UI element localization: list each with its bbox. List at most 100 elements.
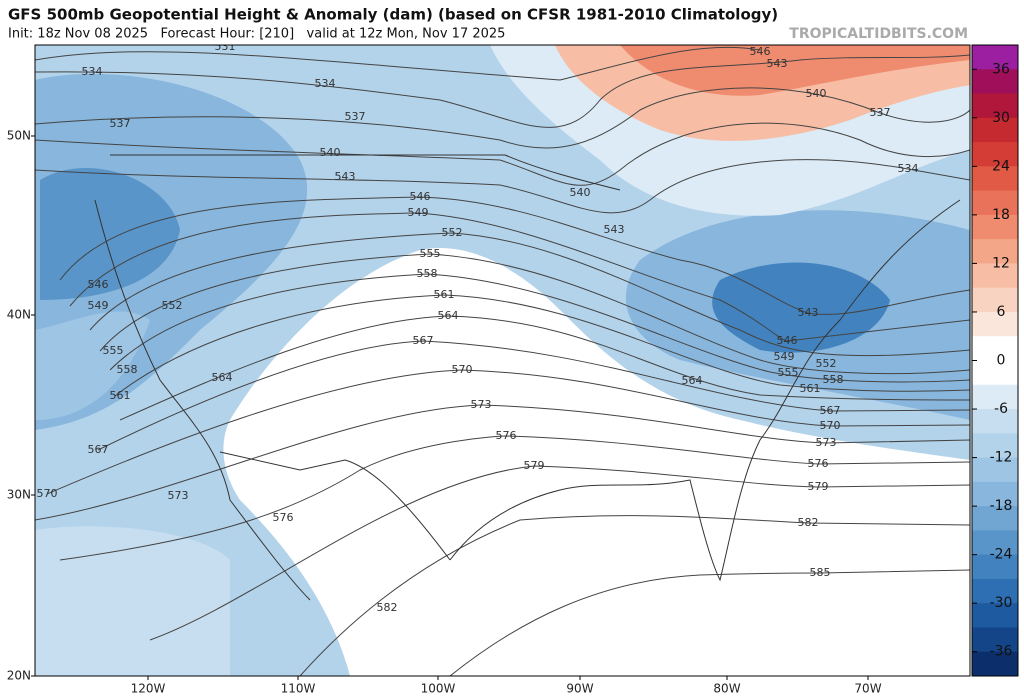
contour-label: 561 xyxy=(110,389,131,402)
anomaly-shading xyxy=(712,262,890,353)
colorbar-segment xyxy=(972,336,1018,361)
contour-label: 576 xyxy=(273,511,294,524)
contour-line xyxy=(35,54,970,128)
colorbar-segment xyxy=(972,578,1018,604)
coastline xyxy=(449,199,961,582)
anomaly-shading xyxy=(35,526,230,676)
contour-line xyxy=(449,569,970,676)
colorbar-segment xyxy=(972,384,1018,410)
colorbar-segment xyxy=(972,651,1018,677)
colorbar-segment xyxy=(972,554,1018,580)
map-frame xyxy=(34,44,971,677)
colorbar-tick-label: 6 xyxy=(997,304,1006,320)
colorbar: 36 30 24 18 12 6 0 -6 -12 -18 -24 -30 -36 xyxy=(971,44,1019,677)
colorbar-segment xyxy=(972,481,1018,507)
contour-line xyxy=(69,212,970,342)
colorbar-tick-label: 12 xyxy=(992,255,1010,271)
contour-label: 552 xyxy=(816,357,837,370)
contour-line xyxy=(35,122,970,186)
contour-label: 543 xyxy=(767,57,788,70)
contour-label: 582 xyxy=(798,516,819,529)
contour-label: 537 xyxy=(345,110,366,123)
contour-label: 534 xyxy=(898,162,919,175)
colorbar-segment xyxy=(972,117,1018,143)
contour-label: 570 xyxy=(820,419,841,432)
contour-label: 546 xyxy=(88,278,109,291)
contour-label: 576 xyxy=(808,457,829,470)
contour-label: 567 xyxy=(820,404,841,417)
colorbar-tick-label: 18 xyxy=(992,207,1010,223)
colorbar-segment xyxy=(972,287,1018,313)
contour-line xyxy=(89,232,970,357)
contour-label: 531 xyxy=(215,40,236,53)
contour-label: 576 xyxy=(496,429,517,442)
contour-label: 552 xyxy=(162,299,183,312)
coastline xyxy=(94,199,311,601)
contour-line xyxy=(35,87,970,149)
contour-label: 582 xyxy=(377,601,398,614)
borders xyxy=(94,154,961,601)
latitude-label: 30N xyxy=(7,488,31,502)
neutral-region xyxy=(223,248,970,676)
contour-label: 549 xyxy=(408,206,429,219)
longitude-label: 90W xyxy=(566,682,593,696)
contour-label: 579 xyxy=(808,480,829,493)
contour-label: 567 xyxy=(88,443,109,456)
colorbar-segment xyxy=(972,239,1018,264)
colorbar-segment xyxy=(972,190,1018,216)
colorbar-segment xyxy=(972,360,1018,386)
colorbar-segment xyxy=(972,142,1018,167)
title: GFS 500mb Geopotential Height & Anomaly … xyxy=(8,6,778,24)
colorbar-segment xyxy=(972,93,1018,119)
contour-line xyxy=(59,196,970,315)
colorbar-segment xyxy=(972,45,1018,70)
colorbar-segment xyxy=(972,409,1018,434)
colorbar-segment xyxy=(972,457,1018,483)
subtitle: Init: 18z Nov 08 2025 Forecast Hour: [21… xyxy=(8,27,505,42)
colorbar-tick-label: -24 xyxy=(990,547,1013,563)
contour-label: 549 xyxy=(774,350,795,363)
colorbar-tick-label: -12 xyxy=(990,450,1013,466)
contour-line xyxy=(99,253,970,375)
contour-label: 564 xyxy=(212,371,233,384)
colorbar-segment xyxy=(972,263,1018,289)
colorbar-segment xyxy=(972,214,1018,240)
contour-label: 564 xyxy=(682,374,703,387)
colorbar-tick-label: 24 xyxy=(992,158,1010,174)
contour-line xyxy=(35,404,970,521)
contour-line xyxy=(35,46,761,81)
contour-label: 540 xyxy=(570,186,591,199)
contour-line xyxy=(35,159,970,214)
contour-line xyxy=(59,435,970,561)
longitude-label: 110W xyxy=(281,682,316,696)
longitude-label: 80W xyxy=(713,682,740,696)
contour-label: 546 xyxy=(410,190,431,203)
colorbar-segment xyxy=(972,627,1018,653)
longitude-label: 100W xyxy=(421,682,456,696)
colorbar-segment xyxy=(972,311,1018,337)
colorbar-segment xyxy=(972,69,1018,95)
contour-label: 555 xyxy=(778,366,799,379)
colorbar-segment xyxy=(972,603,1018,628)
colorbar-tick-label: -18 xyxy=(990,498,1013,514)
contour-label: 567 xyxy=(413,334,434,347)
height-contours xyxy=(35,46,970,676)
latitude-label: 40N xyxy=(7,308,31,322)
contour-label: 534 xyxy=(315,77,336,90)
contour-label: 540 xyxy=(320,146,341,159)
contour-line xyxy=(46,369,970,495)
contour-label: 579 xyxy=(524,459,545,472)
border-line xyxy=(110,154,621,191)
latitude-label: 50N xyxy=(7,129,31,143)
contour-line xyxy=(114,294,970,397)
longitude-label: 120W xyxy=(131,682,166,696)
contour-label: 585 xyxy=(810,566,831,579)
colorbar-tick-label: -6 xyxy=(994,401,1008,417)
contour-label: 573 xyxy=(168,489,189,502)
colorbar-tick-label: 30 xyxy=(992,110,1010,126)
contour-label: 555 xyxy=(103,344,124,357)
contour-label: 540 xyxy=(806,87,827,100)
contour-label: 561 xyxy=(434,288,455,301)
contour-label: 573 xyxy=(816,436,837,449)
contour-label: 564 xyxy=(438,309,459,322)
